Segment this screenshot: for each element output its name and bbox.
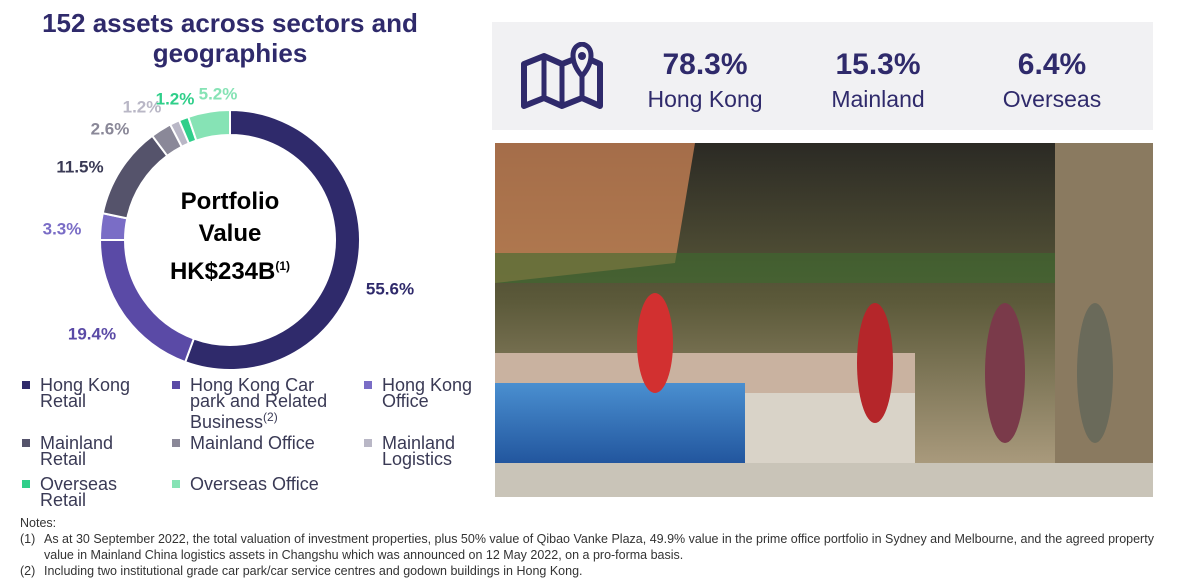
donut-chart: 55.6%19.4%3.3%11.5%2.6%1.2%1.2% 5.2% <box>43 84 414 371</box>
stat-value: 78.3% <box>662 48 748 81</box>
donut-segment <box>101 134 169 220</box>
legend-swatch <box>172 439 180 447</box>
legend-label: Hong Kong Car park and Related Business <box>190 375 328 432</box>
legend-label: Mainland Logistics <box>382 433 456 469</box>
stat: 78.3% Hong Kong <box>620 48 790 113</box>
value-label: 2.6% <box>91 119 130 138</box>
note: (1) As at 30 September 2022, the total va… <box>20 531 1170 563</box>
legend-swatch <box>22 439 30 447</box>
legend-item: Overseas Retail <box>22 474 160 510</box>
stat: 6.4% Overseas <box>967 48 1137 113</box>
legend-item: Hong Kong Retail <box>22 375 160 411</box>
donut-segment <box>187 108 231 142</box>
center-value: HK$234B <box>169 258 276 285</box>
legend-label: Hong Kong Office <box>382 375 473 411</box>
legend-label: Mainland Retail <box>40 433 114 469</box>
legend-item: Mainland Office <box>172 433 350 453</box>
photo <box>495 143 1153 497</box>
note-mark: (1) <box>20 532 36 546</box>
stat-label: Hong Kong <box>647 86 763 112</box>
legend-item: Overseas Office <box>172 474 350 494</box>
value-label: 1.2% <box>123 97 162 116</box>
value-label: 19.4% <box>68 324 116 343</box>
center-note: (1) <box>275 259 291 273</box>
value-label: 1.2% <box>156 89 195 108</box>
center-label: Portfolio Value <box>180 188 280 247</box>
stat-label: Mainland <box>831 86 925 112</box>
notes: Notes: (1) As at 30 September 2022, the t… <box>20 515 1170 579</box>
notes-heading: Notes: <box>20 516 57 530</box>
center-text: Portfolio Value HK$234B(1) <box>160 186 300 288</box>
note-text: As at 30 September 2022, the total valua… <box>44 532 1154 562</box>
legend-swatch <box>172 480 180 488</box>
legend-label: Overseas Retail <box>40 474 118 510</box>
stat-value: 6.4% <box>1017 48 1087 81</box>
value-label: 5.2% <box>199 84 238 103</box>
map-icon <box>521 42 603 109</box>
legend-label: Overseas Office <box>190 474 319 494</box>
stats-panel: 78.3% Hong Kong 15.3% Mainland 6.4% Overseas <box>492 22 1153 130</box>
note: (2) Including two institutional grade car… <box>20 563 1170 579</box>
legend-item: Hong Kong Office <box>364 375 502 411</box>
legend-swatch <box>364 381 372 389</box>
legend-swatch <box>364 439 372 447</box>
donut-segment <box>183 108 361 371</box>
legend-label: Hong Kong Retail <box>40 375 131 411</box>
legend-swatch <box>172 381 180 389</box>
note-mark: (2) <box>20 564 36 578</box>
legend-swatch <box>22 480 30 488</box>
value-label: 11.5% <box>56 157 103 176</box>
chart-title: 152 assets across sectors and geographie… <box>42 8 418 68</box>
legend-item: Hong Kong Car park and Related Business(… <box>172 375 350 432</box>
stat: 15.3% Mainland <box>793 48 963 113</box>
stat-value: 15.3% <box>835 48 921 81</box>
stat-label: Overseas <box>1002 86 1102 112</box>
note-text: Including two institutional grade car pa… <box>44 564 583 578</box>
value-label: 3.3% <box>43 219 82 238</box>
center-value-line: HK$234B(1) <box>160 250 300 288</box>
legend-label: Mainland Office <box>190 433 315 453</box>
value-label: 55.6% <box>366 279 414 298</box>
legend-note: (2) <box>263 410 278 424</box>
legend-item: Mainland Retail <box>22 433 160 469</box>
legend-item: Mainland Logistics <box>364 433 502 469</box>
legend-swatch <box>22 381 30 389</box>
